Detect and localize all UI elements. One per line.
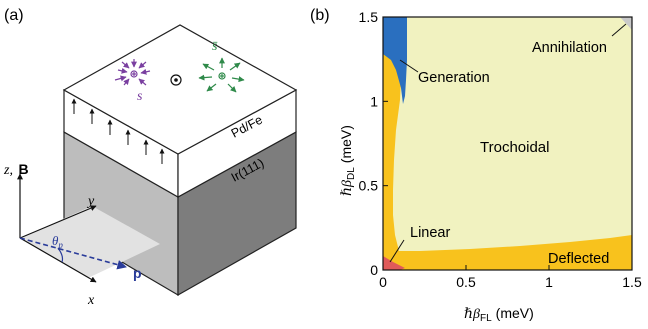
region-label-generation: Generation <box>418 70 490 86</box>
magnetization-arrows <box>71 98 165 164</box>
vector-p-label: p <box>133 265 142 281</box>
region-generation <box>383 17 407 104</box>
region-linear <box>383 256 405 270</box>
panel-b: (b) 0 0.5 1 1.5 0 0.5 1 1.5 Generation Annihila… <box>310 7 642 324</box>
phase-diagram <box>383 17 632 270</box>
top-face <box>62 24 298 155</box>
spin-sbar-label: s̄ <box>212 39 218 54</box>
panel-a: (a) Pd/Fe Ir(111) <box>3 7 298 308</box>
y-tick-label: 0 <box>370 262 378 278</box>
region-deflected <box>383 50 632 270</box>
spin-s-label: s <box>137 89 143 104</box>
y-axis-label: ℏβDL(meV) <box>338 125 357 196</box>
annihilation-pointer <box>611 23 627 37</box>
x-tick-label: 0.5 <box>456 274 476 290</box>
region-trochoidal <box>383 17 632 270</box>
x-axis-label: ℏβFL (meV) <box>464 305 534 324</box>
region-label-trochoidal: Trochoidal <box>480 139 549 156</box>
axis-y-label: y <box>86 194 95 209</box>
y-tick-label: 1 <box>370 93 378 109</box>
skyrmion-sbar <box>198 57 245 93</box>
axis-x-label: x <box>87 293 95 308</box>
plot-frame <box>382 16 633 271</box>
linear-pointer <box>389 239 405 263</box>
xy-plane <box>20 206 160 278</box>
region-label-linear: Linear <box>410 225 450 241</box>
x-tick-label: 1.5 <box>622 274 642 290</box>
region-annihilation <box>620 17 632 30</box>
x-tick-label: 0 <box>379 274 387 290</box>
y-tick-label: 0.5 <box>359 178 379 194</box>
coordinate-axes <box>17 173 160 283</box>
generation-pointer <box>399 59 419 73</box>
axis-ticks: 0 0.5 1 1.5 0 0.5 1 1.5 <box>359 9 642 290</box>
panel-b-label: (b) <box>310 7 330 24</box>
field-out-symbol <box>170 74 182 86</box>
region-label-deflected: Deflected <box>548 251 609 267</box>
axis-z-label: z, B <box>3 161 29 178</box>
panel-a-label: (a) <box>4 7 24 24</box>
angle-theta-label: θp <box>52 233 63 250</box>
x-tick-label: 1 <box>545 274 553 290</box>
region-label-annihilation: Annihilation <box>532 40 607 56</box>
skyrmion-s <box>114 59 151 86</box>
y-tick-label: 1.5 <box>359 9 379 25</box>
